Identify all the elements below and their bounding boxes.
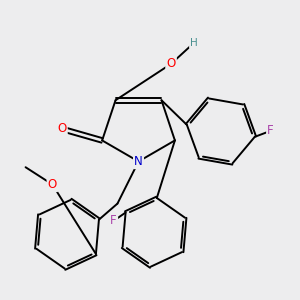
Text: O: O: [57, 122, 67, 135]
Text: O: O: [48, 178, 57, 191]
Text: F: F: [267, 124, 274, 137]
Text: O: O: [167, 57, 176, 70]
Text: H: H: [190, 38, 198, 48]
Text: N: N: [134, 155, 143, 168]
Text: F: F: [110, 214, 117, 227]
